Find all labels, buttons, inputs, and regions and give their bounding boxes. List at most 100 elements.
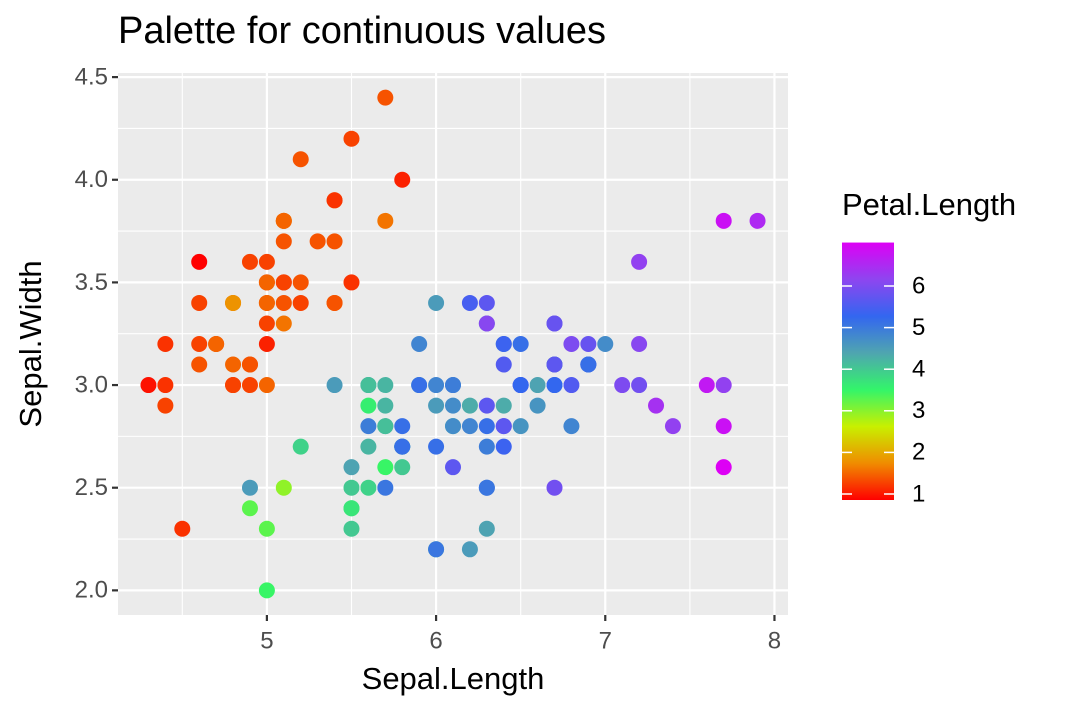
point <box>225 294 242 311</box>
x-axis-title: Sepal.Length <box>362 661 545 696</box>
point <box>546 315 563 332</box>
point <box>343 500 360 517</box>
point <box>512 377 529 394</box>
point <box>309 233 326 250</box>
point <box>326 377 343 394</box>
legend-label: 5 <box>912 314 925 341</box>
legend-title: Petal.Length <box>842 187 1016 222</box>
x-tick-label: 7 <box>599 627 612 654</box>
point <box>208 336 225 352</box>
point <box>495 438 512 455</box>
point <box>478 294 495 311</box>
point <box>360 438 377 455</box>
point <box>478 438 495 455</box>
colorbar <box>842 242 894 500</box>
point <box>546 377 563 394</box>
point <box>241 479 258 496</box>
point <box>631 377 648 394</box>
point <box>445 418 461 435</box>
point <box>157 377 174 394</box>
point <box>428 541 445 558</box>
point <box>292 274 309 291</box>
point <box>546 356 563 373</box>
points <box>140 89 766 599</box>
point <box>275 233 292 250</box>
point <box>529 377 546 394</box>
point <box>258 336 275 352</box>
point <box>631 336 648 352</box>
point <box>461 397 478 414</box>
point <box>478 418 495 435</box>
legend-label: 6 <box>912 272 925 299</box>
point <box>648 397 665 414</box>
point <box>326 294 343 311</box>
point <box>225 356 242 373</box>
point <box>563 336 580 352</box>
point <box>478 479 495 496</box>
point <box>377 479 394 496</box>
point <box>157 397 174 414</box>
point <box>715 212 732 229</box>
point <box>174 520 191 537</box>
point <box>275 294 292 311</box>
point <box>445 397 461 414</box>
point <box>394 438 411 455</box>
point <box>343 479 360 496</box>
point <box>140 377 157 394</box>
point <box>191 294 208 311</box>
point <box>614 377 631 394</box>
point <box>529 397 546 414</box>
point <box>343 130 360 147</box>
point <box>394 459 411 476</box>
point <box>715 459 732 476</box>
x-tick-label: 8 <box>768 627 781 654</box>
point <box>495 356 512 373</box>
point <box>360 377 377 394</box>
point <box>241 377 258 394</box>
point <box>377 89 394 106</box>
point <box>360 418 377 435</box>
point <box>411 377 428 394</box>
point <box>241 356 258 373</box>
point <box>275 212 292 229</box>
point <box>580 336 597 352</box>
y-tick-label: 2.0 <box>75 577 108 604</box>
point <box>343 459 360 476</box>
point <box>664 418 681 435</box>
point <box>597 336 614 352</box>
point <box>258 294 275 311</box>
point <box>478 397 495 414</box>
point <box>377 377 394 394</box>
point <box>428 438 445 455</box>
point <box>563 418 580 435</box>
point <box>546 479 563 496</box>
point <box>241 500 258 517</box>
point <box>428 294 445 311</box>
legend-label: 1 <box>912 480 925 507</box>
legend-label: 2 <box>912 439 925 466</box>
point <box>461 418 478 435</box>
point <box>715 418 732 435</box>
point <box>191 336 208 352</box>
point <box>275 479 292 496</box>
point <box>461 541 478 558</box>
point <box>631 253 648 270</box>
point <box>512 418 529 435</box>
point <box>326 192 343 209</box>
legend-label: 4 <box>912 356 925 383</box>
point <box>495 336 512 352</box>
point <box>258 274 275 291</box>
point <box>698 377 715 394</box>
point <box>478 315 495 332</box>
point <box>258 377 275 394</box>
point <box>225 377 242 394</box>
point <box>360 479 377 496</box>
point <box>478 520 495 537</box>
point <box>292 151 309 168</box>
point <box>292 294 309 311</box>
point <box>343 274 360 291</box>
point <box>377 397 394 414</box>
y-tick-label: 4.0 <box>75 166 108 193</box>
point <box>428 397 445 414</box>
